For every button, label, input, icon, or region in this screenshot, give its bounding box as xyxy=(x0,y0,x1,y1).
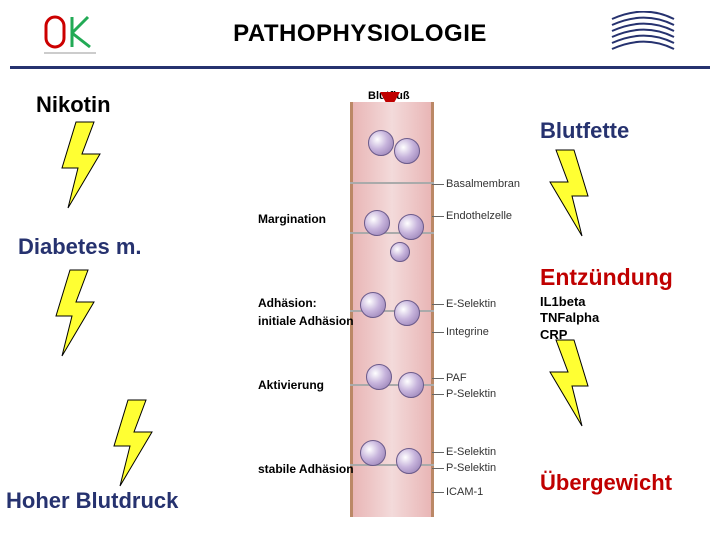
molecule-label: P-Selektin xyxy=(446,462,496,474)
factor-diabetes: Diabetes m. xyxy=(18,234,142,260)
leukocyte-cell xyxy=(364,210,390,236)
marker-tnf: TNFalpha xyxy=(540,310,599,326)
leukocyte-cell xyxy=(394,138,420,164)
leukocyte-cell xyxy=(394,300,420,326)
molecule-label: Integrine xyxy=(446,326,489,338)
inflammation-markers: IL1beta TNFalpha CRP xyxy=(540,294,599,343)
leukocyte-cell xyxy=(396,448,422,474)
factor-blutfette: Blutfette xyxy=(540,118,629,144)
pointer-line xyxy=(432,332,444,333)
molecule-label: E-Selektin xyxy=(446,298,496,310)
header: PATHOPHYSIOLOGIE xyxy=(0,0,720,68)
bolt-icon xyxy=(540,148,594,238)
factor-hoher-blutdruck: Hoher Blutdruck xyxy=(6,488,178,514)
pointer-line xyxy=(432,492,444,493)
leukocyte-cell xyxy=(390,242,410,262)
leukocyte-cell xyxy=(360,292,386,318)
pointer-line xyxy=(432,378,444,379)
pointer-line xyxy=(432,394,444,395)
molecule-label: P-Selektin xyxy=(446,388,496,400)
leukocyte-cell xyxy=(366,364,392,390)
pointer-line xyxy=(432,452,444,453)
molecule-label: Endothelzelle xyxy=(446,210,512,222)
pointer-line xyxy=(432,216,444,217)
bolt-icon xyxy=(56,120,110,210)
molecule-label: Basalmembran xyxy=(446,178,520,190)
stage-label: Margination xyxy=(258,212,326,226)
leukocyte-cell xyxy=(360,440,386,466)
endothelial-line xyxy=(350,182,434,184)
page-title: PATHOPHYSIOLOGIE xyxy=(116,20,604,48)
stage-label: initiale Adhäsion xyxy=(258,314,354,328)
leukocyte-cell xyxy=(398,372,424,398)
factor-entzuendung: Entzündung xyxy=(540,264,673,291)
vessel-diagram: Blutfluß MarginationAdhäsion:initiale Ad… xyxy=(260,92,530,524)
logo-uk-icon xyxy=(40,11,116,57)
stage-label: stabile Adhäsion xyxy=(258,462,354,476)
leukocyte-cell xyxy=(398,214,424,240)
molecule-label: PAF xyxy=(446,372,467,384)
factor-nikotin: Nikotin xyxy=(36,92,111,118)
stage-label: Adhäsion: xyxy=(258,296,317,310)
header-rule xyxy=(10,66,710,69)
pointer-line xyxy=(432,184,444,185)
factor-uebergewicht: Übergewicht xyxy=(540,470,672,496)
stage-label: Aktivierung xyxy=(258,378,324,392)
bolt-icon xyxy=(108,398,162,488)
bolt-icon xyxy=(540,338,594,428)
leukocyte-cell xyxy=(368,130,394,156)
pointer-line xyxy=(432,304,444,305)
bolt-icon xyxy=(50,268,104,358)
molecule-label: ICAM-1 xyxy=(446,486,483,498)
pointer-line xyxy=(432,468,444,469)
marker-il1: IL1beta xyxy=(540,294,599,310)
molecule-label: E-Selektin xyxy=(446,446,496,458)
logo-lines-icon xyxy=(604,11,680,57)
